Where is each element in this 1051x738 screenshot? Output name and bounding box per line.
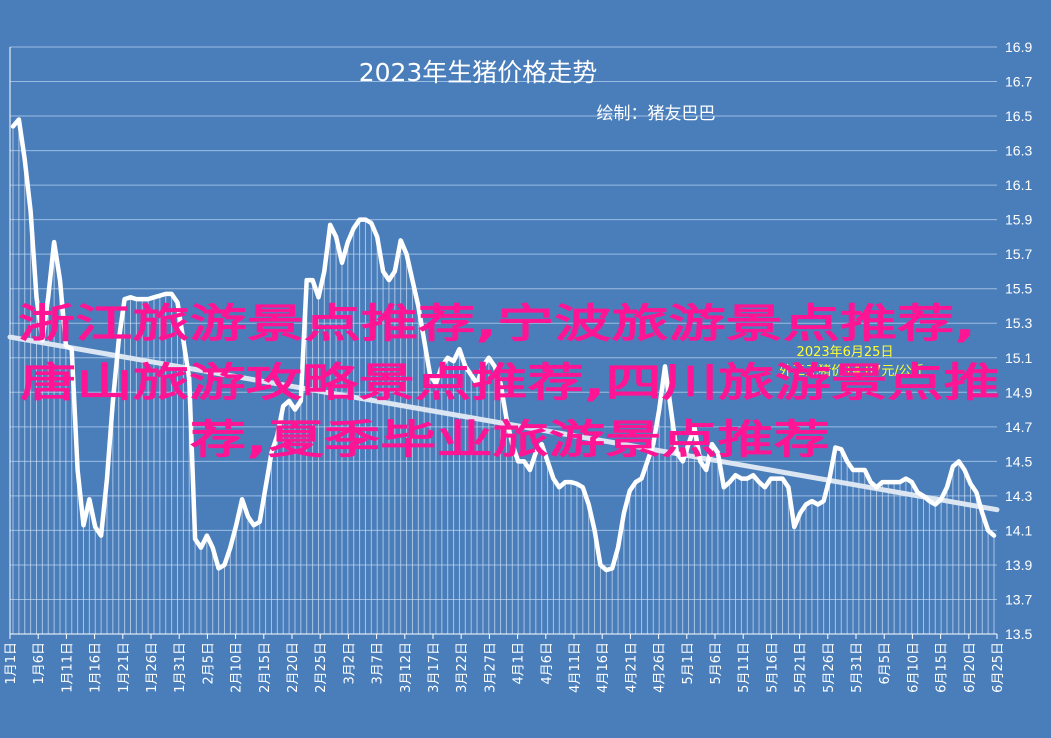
x-tick-label-34: 6月20日: [963, 642, 978, 693]
y-tick-label-5: 15.9: [1005, 212, 1032, 228]
x-tick-label-8: 2月10日: [230, 642, 245, 693]
watermark-line-3: 荐,夏季毕业旅游景点推荐: [190, 417, 830, 463]
y-tick-label-10: 14.9: [1005, 384, 1032, 400]
annotation-price: 外三元猪价14.07元/公斤: [779, 364, 925, 379]
y-tick-label-8: 15.3: [1005, 315, 1032, 331]
value-hatching: [12, 119, 995, 634]
y-tick-label-7: 15.5: [1005, 281, 1032, 297]
y-tick-label-0: 16.9: [1005, 39, 1032, 55]
x-tick-label-15: 3月17日: [427, 642, 442, 693]
y-tick-label-17: 13.5: [1005, 626, 1032, 642]
x-tick-label-2: 1月11日: [60, 642, 75, 693]
y-tick-label-3: 16.3: [1005, 143, 1032, 159]
price-line: [10, 117, 997, 573]
y-tick-label-14: 14.1: [1005, 522, 1032, 538]
x-tick-label-32: 6月10日: [906, 642, 921, 693]
x-tick-label-27: 5月16日: [765, 642, 780, 693]
x-tick-label-20: 4月11日: [568, 642, 583, 693]
x-tick-label-3: 1月16日: [89, 642, 104, 693]
trendline: [7, 334, 1000, 513]
x-tick-label-26: 5月11日: [737, 642, 752, 693]
x-tick-label-25: 5月6日: [709, 642, 724, 685]
x-tick-label-5: 1月26日: [145, 642, 160, 693]
x-tick-label-4: 1月21日: [117, 642, 132, 693]
x-tick-label-19: 4月6日: [540, 642, 555, 685]
y-tick-label-1: 16.7: [1005, 74, 1032, 90]
price-series-line: [10, 117, 997, 573]
x-tick-label-22: 4月21日: [624, 642, 639, 693]
y-tick-label-13: 14.3: [1005, 488, 1032, 504]
x-tick-label-23: 4月26日: [653, 642, 668, 693]
x-tick-label-28: 5月21日: [794, 642, 809, 693]
x-tick-label-10: 2月20日: [286, 642, 301, 693]
x-tick-label-17: 3月27日: [483, 642, 498, 693]
x-tick-label-33: 6月15日: [935, 642, 950, 693]
axes: [9, 47, 998, 639]
chart-title: 2023年生猪价格走势: [359, 58, 598, 87]
x-tick-label-35: 6月25日: [991, 642, 1006, 693]
x-tick-label-11: 2月25日: [314, 642, 329, 693]
trendline-line: [7, 334, 1000, 513]
y-tick-label-6: 15.7: [1005, 246, 1032, 262]
annotation-date: 2023年6月25日: [797, 345, 894, 360]
y-tick-label-11: 14.7: [1005, 419, 1032, 435]
y-tick-label-16: 13.7: [1005, 591, 1032, 607]
x-tick-label-24: 5月1日: [681, 642, 696, 685]
x-tick-label-21: 4月16日: [596, 642, 611, 693]
x-tick-label-18: 4月1日: [512, 642, 527, 685]
y-tick-label-2: 16.5: [1005, 108, 1032, 124]
watermark-line-2: 唐山旅游攻略景点推荐,四川旅游景点推: [20, 360, 1000, 406]
x-tick-label-30: 5月31日: [850, 642, 865, 693]
watermark-line-1: 浙江旅游景点推荐,宁波旅游景点推荐,: [18, 301, 976, 347]
x-tick-label-0: 1月1日: [4, 642, 19, 685]
x-tick-label-31: 6月5日: [878, 642, 893, 685]
y-tick-labels: 16.9 16.7 16.5 16.3 16.1 15.9 15.7 15.5 15.3 15.1…: [1005, 39, 1032, 642]
x-tick-label-16: 3月22日: [455, 642, 470, 693]
x-tick-label-29: 5月26日: [822, 642, 837, 693]
x-tick-label-12: 3月2日: [342, 642, 357, 685]
x-tick-label-14: 3月12日: [399, 642, 414, 693]
x-tick-label-1: 1月6日: [32, 642, 47, 685]
x-tick-label-6: 1月31日: [173, 642, 188, 693]
y-tick-label-12: 14.5: [1005, 453, 1032, 469]
y-tick-label-9: 15.1: [1005, 350, 1032, 366]
x-tick-label-9: 2月15日: [258, 642, 273, 693]
chart-subtitle: 绘制：猪友巴巴: [597, 104, 716, 124]
y-tick-label-4: 16.1: [1005, 177, 1032, 193]
y-tick-label-15: 13.9: [1005, 557, 1032, 573]
x-tick-label-13: 3月7日: [371, 642, 386, 685]
x-tick-label-7: 2月5日: [201, 642, 216, 685]
x-tick-labels: 1月1日 1月6日 1月11日 1月16日 1月21日 1月26日 1月31日 2月5日 2月1…: [4, 642, 1006, 693]
